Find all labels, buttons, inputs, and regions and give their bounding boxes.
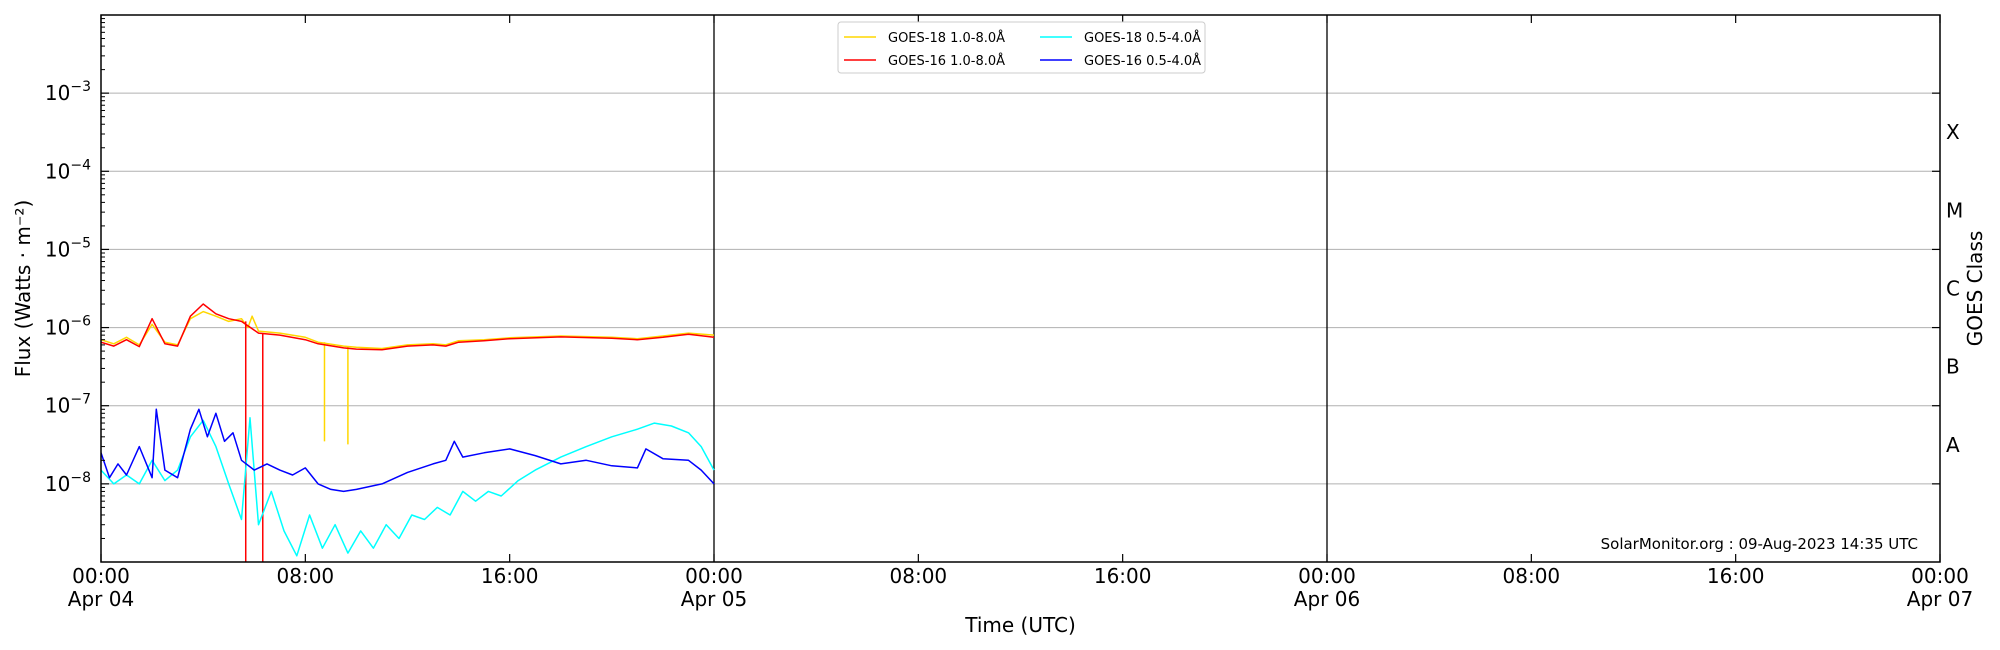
x-tick-label: 16:00 xyxy=(1094,564,1152,588)
y-tick-label: 10−5 xyxy=(45,235,91,261)
y-tick-label: 10−3 xyxy=(45,79,91,105)
legend-label: GOES-18 0.5-4.0Å xyxy=(1084,30,1201,46)
goes-class-labels: A B C M X xyxy=(1946,120,1963,457)
axis-ticks xyxy=(100,15,1941,562)
y-tick-base: 10 xyxy=(45,316,70,340)
x-tick-label: 08:00 xyxy=(277,564,335,588)
x-tick-date-label: Apr 07 xyxy=(1907,587,1973,611)
x-tick-label: 16:00 xyxy=(481,564,539,588)
y-tick-base: 10 xyxy=(45,394,70,418)
credit-text: SolarMonitor.org : 09-Aug-2023 14:35 UTC xyxy=(1601,535,1918,553)
day-boundary-lines xyxy=(713,15,1328,562)
y-tick-exponent: −5 xyxy=(70,235,91,251)
x-tick-date-label: Apr 04 xyxy=(68,587,134,611)
legend-entry: GOES-18 1.0-8.0Å xyxy=(844,30,1005,46)
goes-class-label: A xyxy=(1946,433,1960,457)
y-tick-label: 10−6 xyxy=(45,314,91,340)
grid-lines xyxy=(101,92,1940,485)
plot-frame xyxy=(100,14,1941,563)
legend: GOES-18 1.0-8.0Å GOES-18 0.5-4.0Å GOES-16 … xyxy=(837,21,1206,74)
x-tick-label: 16:00 xyxy=(1707,564,1765,588)
legend-label: GOES-16 1.0-8.0Å xyxy=(888,53,1005,69)
x-tick-label: 08:00 xyxy=(890,564,948,588)
y-axis-label: Flux (Watts · m⁻²) xyxy=(11,200,35,378)
goes-class-label: C xyxy=(1946,277,1960,301)
y-tick-labels: 10−810−710−610−510−410−3 xyxy=(45,79,91,496)
y-tick-exponent: −4 xyxy=(70,157,91,173)
y-tick-base: 10 xyxy=(45,237,70,261)
legend-label: GOES-16 0.5-4.0Å xyxy=(1084,53,1201,69)
legend-entry: GOES-16 0.5-4.0Å xyxy=(1040,53,1201,69)
x-tick-date-label: Apr 05 xyxy=(681,587,747,611)
legend-label: GOES-18 1.0-8.0Å xyxy=(888,30,1005,46)
legend-entry: GOES-18 0.5-4.0Å xyxy=(1040,30,1201,46)
x-tick-label: 08:00 xyxy=(1503,564,1561,588)
y-tick-exponent: −3 xyxy=(70,79,91,95)
x-tick-label: 00:00 xyxy=(1298,564,1356,588)
goes-class-label: X xyxy=(1946,120,1960,144)
series-line xyxy=(101,303,715,351)
y-tick-exponent: −7 xyxy=(70,392,91,408)
right-axis-label: GOES Class xyxy=(1963,231,1987,347)
x-tick-label: 00:00 xyxy=(72,564,130,588)
goes-class-label: B xyxy=(1946,355,1960,379)
x-axis-label: Time (UTC) xyxy=(964,613,1076,637)
y-tick-base: 10 xyxy=(45,81,70,105)
y-tick-base: 10 xyxy=(45,159,70,183)
y-tick-exponent: −8 xyxy=(70,470,91,486)
x-tick-date-label: Apr 06 xyxy=(1294,587,1360,611)
legend-entry: GOES-16 1.0-8.0Å xyxy=(844,53,1005,69)
y-tick-exponent: −6 xyxy=(70,314,91,330)
series-line xyxy=(101,417,715,557)
x-tick-label: 00:00 xyxy=(685,564,743,588)
x-tick-label: 00:00 xyxy=(1911,564,1969,588)
series-line xyxy=(101,408,715,493)
series-line xyxy=(101,310,715,350)
series-lines xyxy=(101,303,715,562)
y-tick-base: 10 xyxy=(45,472,70,496)
legend-box xyxy=(837,21,1206,74)
y-tick-label: 10−4 xyxy=(45,157,91,183)
y-tick-label: 10−8 xyxy=(45,470,91,496)
y-tick-label: 10−7 xyxy=(45,392,91,418)
goes-class-label: M xyxy=(1946,198,1963,222)
